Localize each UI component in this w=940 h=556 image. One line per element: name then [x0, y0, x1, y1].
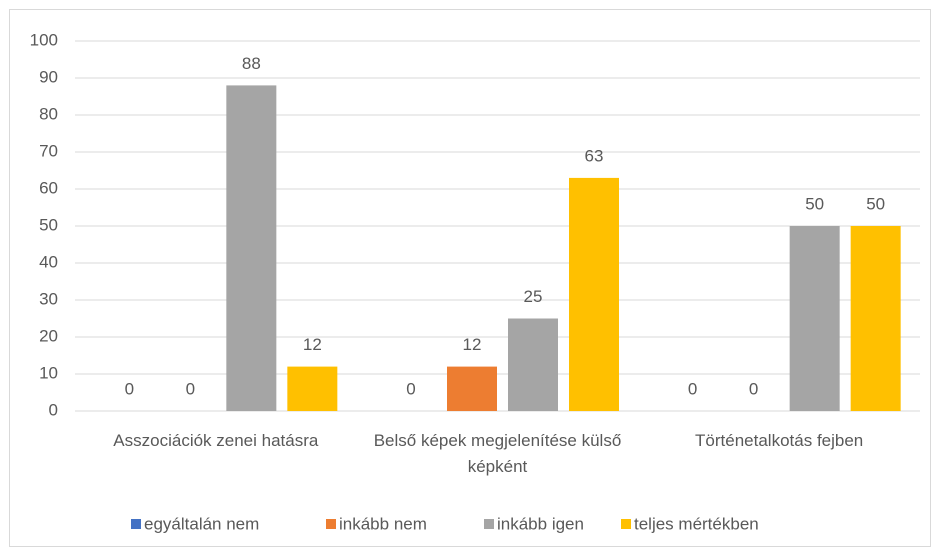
- data-label: 0: [186, 379, 195, 398]
- legend-swatch: [484, 519, 494, 529]
- data-label: 63: [585, 146, 604, 165]
- bar: [508, 318, 558, 411]
- bar: [287, 366, 338, 411]
- data-label: 0: [688, 379, 697, 398]
- legend-label: teljes mértékben: [634, 514, 759, 533]
- y-tick-label: 100: [30, 30, 58, 49]
- legend-swatch: [326, 519, 336, 529]
- bar: [447, 366, 497, 411]
- legend-swatch: [131, 519, 141, 529]
- y-tick-label: 70: [39, 141, 58, 160]
- y-tick-label: 50: [39, 215, 58, 234]
- legend-label: inkább nem: [339, 514, 427, 533]
- data-label: 50: [866, 194, 885, 213]
- bar: [789, 226, 840, 411]
- x-tick-label: Történetalkotás fejben: [695, 431, 864, 450]
- y-tick-label: 10: [39, 363, 58, 382]
- y-tick-label: 20: [39, 326, 58, 345]
- legend-swatch: [621, 519, 631, 529]
- legend-label: egyáltalán nem: [144, 514, 259, 533]
- x-tick-label-box: Történetalkotás fejben: [695, 431, 864, 450]
- y-tick-label: 40: [39, 252, 58, 271]
- x-tick-label: Belső képek megjelenítése külső képként: [373, 431, 622, 476]
- y-tick-label: 30: [39, 289, 58, 308]
- x-tick-label-box: Asszociációk zenei hatásra: [113, 431, 319, 450]
- data-label: 12: [463, 335, 482, 354]
- y-tick-label: 80: [39, 104, 58, 123]
- legend-label: inkább igen: [497, 514, 584, 533]
- bar: [569, 177, 619, 411]
- x-tick-label: Asszociációk zenei hatásra: [113, 431, 319, 450]
- data-label: 0: [406, 379, 415, 398]
- y-tick-label: 60: [39, 178, 58, 197]
- y-tick-label: 0: [49, 400, 58, 419]
- data-label: 25: [524, 287, 543, 306]
- data-label: 50: [805, 194, 824, 213]
- data-label: 88: [242, 54, 261, 73]
- bar: [226, 85, 277, 412]
- chart-border: [9, 9, 931, 547]
- bar: [850, 226, 901, 411]
- data-label: 12: [303, 335, 322, 354]
- data-label: 0: [125, 379, 134, 398]
- data-label: 0: [749, 379, 758, 398]
- y-tick-label: 90: [39, 67, 58, 86]
- x-tick-label-box: Belső képek megjelenítése külső képként: [373, 431, 622, 476]
